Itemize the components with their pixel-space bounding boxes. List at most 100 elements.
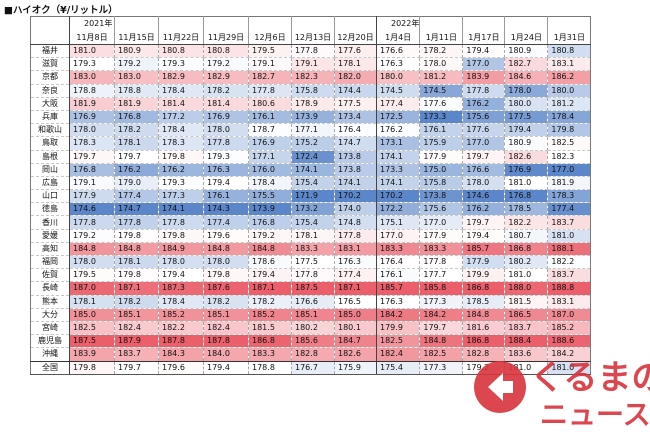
price-cell: 181.0: [547, 361, 592, 375]
table-row: 沖縄 183.9 183.7 184.3 184.0 183.3 182.8 182.6 182…: [30, 347, 592, 362]
price-cell: 178.4: [158, 123, 204, 138]
price-cell: 180.1: [334, 321, 377, 336]
table-title: ■ハイオク（¥/リットル）: [4, 5, 118, 16]
price-cell: 174.1: [291, 163, 335, 177]
price-cell: 181.2: [547, 97, 592, 111]
price-cell: 181.6: [462, 321, 506, 336]
price-cell: 178.0: [203, 123, 249, 138]
price-cell: 175.1: [376, 215, 421, 230]
price-cell: 174.1: [334, 176, 377, 191]
price-cell: 181.5: [248, 321, 292, 336]
price-cell: 177.0: [462, 57, 506, 72]
price-cell: 176.3: [203, 163, 249, 177]
price-cell: 179.9: [376, 321, 421, 336]
price-cell: 176.4: [334, 123, 377, 138]
price-cell: 185.6: [291, 334, 335, 349]
price-cell: 183.7: [504, 321, 549, 336]
price-cell: 178.0: [69, 123, 115, 138]
price-cell: 175.4: [291, 215, 335, 230]
price-cell: 174.5: [376, 84, 421, 98]
prefecture-label: 大分: [30, 308, 70, 322]
price-cell: 187.3: [158, 281, 204, 296]
price-cell: 177.3: [419, 295, 464, 309]
price-cell: 178.6: [248, 255, 292, 270]
price-cell: 175.6: [419, 202, 464, 217]
price-cell: 185.2: [547, 321, 592, 336]
prefecture-label: 島根: [30, 150, 70, 164]
price-cell: 175.6: [462, 110, 506, 125]
price-cell: 178.1: [114, 255, 159, 270]
price-cell: 180.8: [158, 44, 204, 59]
prefecture-label: 鹿児島: [30, 334, 70, 349]
price-cell: 183.1: [334, 242, 377, 257]
price-cell: 177.8: [114, 215, 159, 230]
price-cell: 179.4: [158, 268, 204, 283]
price-cell: 182.9: [203, 70, 249, 85]
price-cell: 186.2: [547, 70, 592, 85]
price-cell: 176.3: [334, 255, 377, 270]
prefecture-label: 高知: [30, 242, 70, 257]
price-cell: 183.1: [547, 57, 592, 72]
table-row: 熊本 178.1 178.2 178.4 178.2 178.2 176.6 176.5 176…: [30, 295, 592, 309]
price-cell: 179.6: [158, 361, 204, 375]
price-cell: 180.6: [248, 97, 292, 111]
prefecture-label: 奈良: [30, 84, 70, 98]
price-cell: 174.7: [334, 136, 377, 151]
price-cell: 179.3: [158, 57, 204, 72]
price-cell: 179.2: [248, 229, 292, 243]
prefecture-label: 香川: [30, 215, 70, 230]
prefecture-label: 宮崎: [30, 321, 70, 336]
price-cell: 175.5: [248, 189, 292, 204]
prefecture-label: 全国: [30, 361, 70, 375]
price-cell: 179.7: [114, 150, 159, 164]
price-cell: 178.4: [547, 110, 592, 125]
price-cell: 181.4: [158, 97, 204, 111]
price-cell: 172.2: [376, 202, 421, 217]
price-cell: 177.8: [158, 215, 204, 230]
price-cell: 181.4: [203, 97, 249, 111]
price-cell: 185.0: [334, 308, 377, 322]
price-cell: 179.4: [248, 268, 292, 283]
price-cell: 176.8: [248, 215, 292, 230]
price-cell: 177.8: [334, 229, 377, 243]
price-cell: 185.2: [158, 308, 204, 322]
price-cell: 180.7: [504, 229, 549, 243]
price-cell: 187.8: [203, 334, 249, 349]
price-cell: 184.7: [334, 334, 377, 349]
price-cell: 178.1: [334, 57, 377, 72]
price-cell: 188.4: [504, 334, 549, 349]
price-cell: 185.1: [291, 308, 335, 322]
price-cell: 184.8: [248, 242, 292, 257]
price-cell: 184.3: [158, 347, 204, 362]
header-date: 1月17日: [462, 30, 506, 45]
table-row: 徳島 174.6 174.7 174.1 174.3 173.9 173.2 174.0 172…: [30, 202, 592, 217]
price-cell: 182.4: [376, 347, 421, 362]
price-cell: 182.2: [504, 215, 549, 230]
price-cell: 178.8: [114, 84, 159, 98]
price-cell: 177.9: [419, 229, 464, 243]
price-cell: 178.4: [158, 295, 204, 309]
price-cell: 173.9: [291, 110, 335, 125]
price-cell: 176.1: [203, 189, 249, 204]
price-cell: 178.4: [248, 176, 292, 191]
price-cell: 179.8: [69, 361, 115, 375]
price-cell: 175.8: [291, 84, 335, 98]
price-cell: 179.8: [114, 229, 159, 243]
price-cell: 175.2: [291, 136, 335, 151]
table-row: 和歌山 178.0 178.2 178.4 178.0 178.7 177.1 176.4 17…: [30, 123, 592, 138]
price-cell: 178.2: [203, 84, 249, 98]
price-cell: 188.1: [547, 242, 592, 257]
prefecture-label: 徳島: [30, 202, 70, 217]
price-cell: 179.0: [114, 176, 159, 191]
price-cell: 176.2: [462, 97, 506, 111]
prefecture-label: 京都: [30, 70, 70, 85]
price-cell: 184.2: [419, 308, 464, 322]
price-cell: 181.5: [504, 295, 549, 309]
table-row: 島根 179.7 179.7 179.8 179.3 177.1 172.4 173.8 174…: [30, 150, 592, 164]
prefecture-label: 兵庫: [30, 110, 70, 125]
price-cell: 185.7: [376, 281, 421, 296]
price-cell: 177.6: [334, 44, 377, 59]
table-row: 長崎 187.0 187.1 187.3 187.6 187.1 187.5 187.1 185…: [30, 281, 592, 296]
price-cell: 175.4: [376, 361, 421, 375]
price-cell: 179.7: [114, 361, 159, 375]
